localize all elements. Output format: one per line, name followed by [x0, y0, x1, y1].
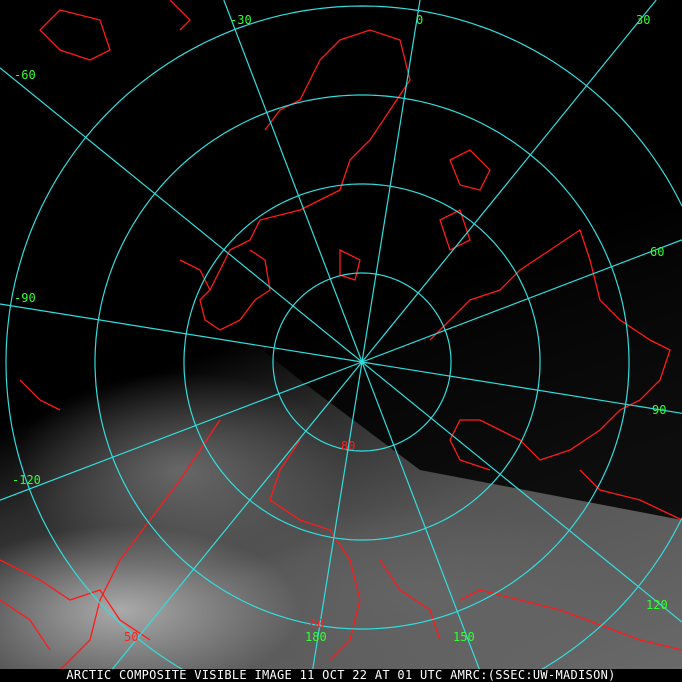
longitude-label: -30 — [230, 13, 252, 27]
latitude-circle-50 — [5, 5, 682, 682]
longitude-label: 60 — [650, 245, 665, 259]
longitude-label: -90 — [14, 291, 36, 305]
coastline-canada — [0, 419, 221, 671]
coastline-kamchatka — [459, 589, 682, 651]
meridian-120 — [361, 361, 682, 623]
longitude-label: 30 — [636, 13, 651, 27]
coastline-siberia — [429, 228, 682, 521]
longitude-label: 0 — [416, 13, 424, 27]
latitude-circle-80 — [272, 272, 452, 452]
meridian--60 — [0, 67, 363, 363]
latitude-circle-70 — [183, 183, 541, 541]
latitude-circle-60 — [94, 94, 630, 630]
longitude-label: 180 — [305, 630, 327, 644]
meridian--90 — [0, 303, 363, 363]
meridian-30 — [361, 0, 657, 363]
meridian--120 — [0, 361, 363, 501]
longitude-label: -120 — [12, 473, 41, 487]
latitude-label: 80 — [341, 439, 356, 453]
latitude-label: 60 — [310, 617, 325, 631]
longitude-label: -60 — [14, 68, 36, 82]
coastline-islands — [19, 248, 361, 411]
latitude-label: 50 — [124, 630, 139, 644]
coastline-greenland — [199, 29, 411, 331]
meridian--30 — [223, 0, 363, 363]
coastline-alaska — [269, 439, 441, 661]
longitude-label: 150 — [453, 630, 475, 644]
longitude-label: 90 — [652, 403, 667, 417]
meridian-150 — [361, 361, 485, 682]
meridian-0 — [361, 0, 421, 363]
meridian-180 — [310, 361, 363, 682]
meridian-90 — [361, 361, 682, 414]
coastline-baffin — [39, 0, 191, 61]
night-region — [0, 0, 682, 520]
longitude-label: 120 — [646, 598, 668, 612]
image-caption: ARCTIC COMPOSITE VISIBLE IMAGE 11 OCT 22… — [0, 669, 682, 682]
meridian-60 — [361, 239, 682, 363]
meridian--150 — [101, 361, 363, 682]
coastline-svalbard — [439, 149, 491, 251]
